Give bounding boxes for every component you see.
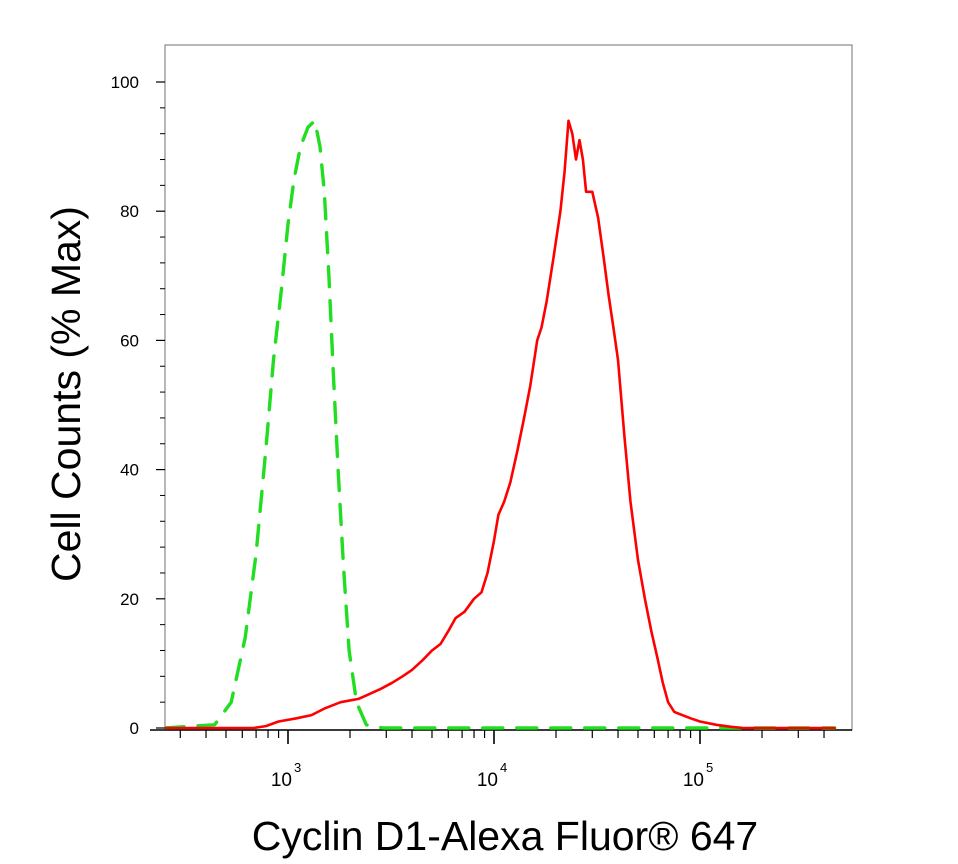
- x-tick-label: 10: [477, 770, 498, 791]
- y-tick-label: 60: [120, 331, 139, 350]
- y-tick-label: 100: [111, 73, 139, 92]
- x-tick-exponent: 4: [500, 760, 507, 775]
- y-tick-label: 20: [120, 590, 139, 609]
- series-line-solid: [165, 119, 836, 730]
- y-tick-label: 40: [120, 461, 139, 480]
- y-axis: 0 20 40 60 80 100: [111, 73, 165, 738]
- y-tick-label: 0: [130, 719, 139, 738]
- y-axis-title: Cell Counts (% Max): [43, 206, 89, 582]
- series-layer: [165, 119, 837, 730]
- x-tick-exponent: 3: [294, 760, 301, 775]
- y-tick-label: 80: [120, 202, 139, 221]
- x-tick-exponent: 5: [706, 760, 713, 775]
- x-tick-label: 10: [271, 770, 292, 791]
- x-tick-label: 10: [683, 770, 704, 791]
- series-line-dashed: [165, 119, 837, 730]
- x-axis-title: Cyclin D1-Alexa Fluor® 647: [252, 813, 758, 859]
